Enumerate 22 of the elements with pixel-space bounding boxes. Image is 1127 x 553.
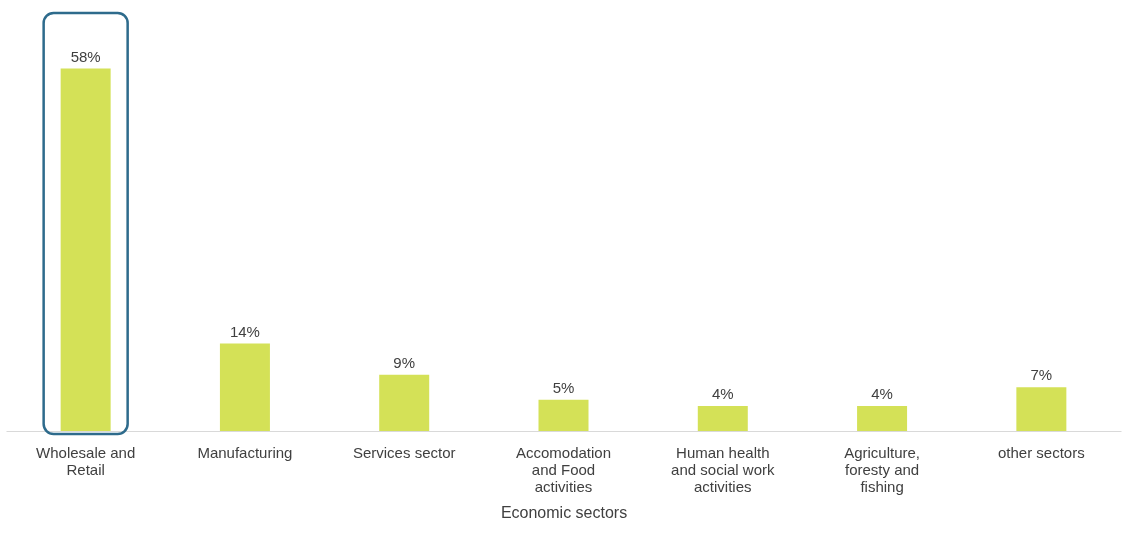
- data-label: 4%: [871, 385, 893, 402]
- bar: [697, 406, 748, 431]
- bar: [379, 374, 430, 431]
- x-tick-label: Accomodation and Food activities: [515, 443, 612, 495]
- bar: [1016, 387, 1067, 431]
- data-label: 5%: [552, 378, 575, 396]
- x-tick-label: Manufacturing: [197, 443, 293, 461]
- x-tick-label: other sectors: [998, 443, 1085, 461]
- bar: [538, 399, 589, 431]
- data-label: 4%: [711, 385, 734, 402]
- data-label: 7%: [1030, 366, 1053, 384]
- bar: [219, 343, 270, 431]
- data-label: 14%: [229, 322, 260, 340]
- data-label: 9%: [393, 353, 416, 371]
- x-tick-label: Services sector: [352, 443, 456, 461]
- x-tick-label: Human health and social work activities: [671, 443, 775, 495]
- x-tick-label: Agriculture, foresty and fishing: [844, 443, 921, 495]
- x-tick-label: Wholesale and Retail: [36, 443, 136, 478]
- data-label: 58%: [70, 47, 101, 65]
- bar: [857, 406, 908, 431]
- bar: [60, 68, 111, 431]
- x-axis-title: Economic sectors: [500, 503, 628, 521]
